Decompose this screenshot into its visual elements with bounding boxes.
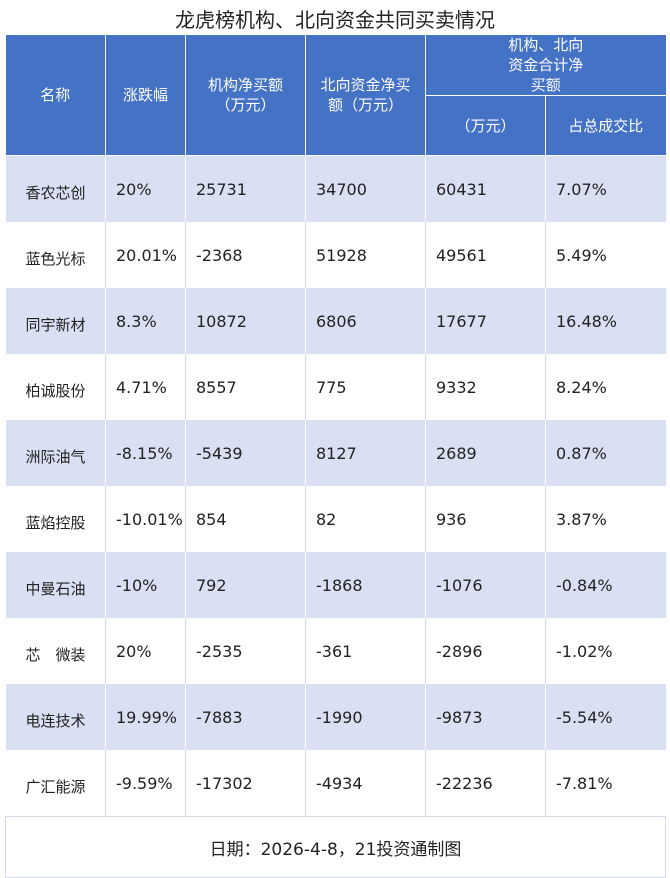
cell-name: 蓝焰控股 bbox=[5, 486, 106, 552]
cell-combined: 17677 bbox=[425, 288, 546, 354]
cell-ratio: 3.87% bbox=[545, 486, 666, 552]
cell-inst-net: 25731 bbox=[185, 155, 306, 222]
cell-name: 蓝色光标 bbox=[5, 222, 106, 288]
cell-change: 20.01% bbox=[105, 222, 186, 288]
cell-inst-net: 854 bbox=[185, 486, 306, 552]
cell-name: 香农芯创 bbox=[5, 155, 106, 222]
cell-inst-net: -5439 bbox=[185, 420, 306, 486]
cell-combined: -9873 bbox=[425, 684, 546, 750]
cell-name: 柏诚股份 bbox=[5, 354, 106, 420]
table-row: 蓝色光标 20.01% -2368 51928 49561 5.49% bbox=[5, 222, 666, 288]
cell-combined: -2896 bbox=[425, 618, 546, 684]
cell-name: 洲际油气 bbox=[5, 420, 106, 486]
cell-name: 芯 微装 bbox=[5, 618, 106, 684]
cell-north-net: -1868 bbox=[305, 552, 426, 618]
cell-change: -10% bbox=[105, 552, 186, 618]
header-combined-group: 机构、北向资金合计净买额 bbox=[425, 35, 666, 96]
cell-change: -9.59% bbox=[105, 750, 186, 817]
table-row: 电连技术 19.99% -7883 -1990 -9873 -5.54% bbox=[5, 684, 666, 750]
cell-inst-net: -2535 bbox=[185, 618, 306, 684]
cell-name: 同宇新材 bbox=[5, 288, 106, 354]
cell-change: 8.3% bbox=[105, 288, 186, 354]
cell-inst-net: 792 bbox=[185, 552, 306, 618]
cell-ratio: 16.48% bbox=[545, 288, 666, 354]
cell-inst-net: 8557 bbox=[185, 354, 306, 420]
cell-change: 19.99% bbox=[105, 684, 186, 750]
table-header: 名称 涨跌幅 机构净买额（万元） 北向资金净买额（万元） 机构、北向资金合计净买… bbox=[5, 35, 666, 156]
cell-north-net: 51928 bbox=[305, 222, 426, 288]
cell-north-net: -361 bbox=[305, 618, 426, 684]
cell-north-net: 34700 bbox=[305, 155, 426, 222]
cell-change: 20% bbox=[105, 155, 186, 222]
cell-ratio: -7.81% bbox=[545, 750, 666, 817]
table-row: 中曼石油 -10% 792 -1868 -1076 -0.84% bbox=[5, 552, 666, 618]
cell-combined: 60431 bbox=[425, 155, 546, 222]
header-north-net: 北向资金净买额（万元） bbox=[305, 35, 426, 156]
cell-north-net: -1990 bbox=[305, 684, 426, 750]
cell-change: -8.15% bbox=[105, 420, 186, 486]
cell-name: 中曼石油 bbox=[5, 552, 106, 618]
cell-combined: -22236 bbox=[425, 750, 546, 817]
table-body: 香农芯创 20% 25731 34700 60431 7.07% 蓝色光标 20.01% -23… bbox=[5, 155, 666, 817]
table-row: 芯 微装 20% -2535 -361 -2896 -1.02% bbox=[5, 618, 666, 684]
cell-name: 广汇能源 bbox=[5, 750, 106, 817]
cell-inst-net: -7883 bbox=[185, 684, 306, 750]
cell-ratio: 8.24% bbox=[545, 354, 666, 420]
data-table: 名称 涨跌幅 机构净买额（万元） 北向资金净买额（万元） 机构、北向资金合计净买… bbox=[4, 35, 667, 878]
header-ratio: 占总成交比 bbox=[545, 95, 666, 156]
cell-north-net: 775 bbox=[305, 354, 426, 420]
cell-north-net: 8127 bbox=[305, 420, 426, 486]
table-title: 龙虎榜机构、北向资金共同买卖情况 bbox=[175, 8, 495, 32]
cell-ratio: -1.02% bbox=[545, 618, 666, 684]
cell-north-net: 6806 bbox=[305, 288, 426, 354]
cell-inst-net: -2368 bbox=[185, 222, 306, 288]
cell-change: -10.01% bbox=[105, 486, 186, 552]
table-row: 香农芯创 20% 25731 34700 60431 7.07% bbox=[5, 155, 666, 222]
header-change: 涨跌幅 bbox=[105, 35, 186, 156]
cell-change: 20% bbox=[105, 618, 186, 684]
cell-combined: 49561 bbox=[425, 222, 546, 288]
cell-combined: 936 bbox=[425, 486, 546, 552]
cell-combined: 2689 bbox=[425, 420, 546, 486]
cell-ratio: 5.49% bbox=[545, 222, 666, 288]
cell-ratio: -5.54% bbox=[545, 684, 666, 750]
table-row: 洲际油气 -8.15% -5439 8127 2689 0.87% bbox=[5, 420, 666, 486]
header-combined-unit: （万元） bbox=[425, 95, 546, 156]
cell-ratio: 0.87% bbox=[545, 420, 666, 486]
header-name: 名称 bbox=[5, 35, 106, 156]
cell-inst-net: -17302 bbox=[185, 750, 306, 817]
cell-north-net: -4934 bbox=[305, 750, 426, 817]
cell-change: 4.71% bbox=[105, 354, 186, 420]
cell-ratio: 7.07% bbox=[545, 155, 666, 222]
table-row: 柏诚股份 4.71% 8557 775 9332 8.24% bbox=[5, 354, 666, 420]
footer-note: 日期：2026-4-8，21投资通制图 bbox=[4, 816, 667, 878]
cell-north-net: 82 bbox=[305, 486, 426, 552]
header-inst-net: 机构净买额（万元） bbox=[185, 35, 306, 156]
cell-ratio: -0.84% bbox=[545, 552, 666, 618]
cell-name: 电连技术 bbox=[5, 684, 106, 750]
table-row: 同宇新材 8.3% 10872 6806 17677 16.48% bbox=[5, 288, 666, 354]
cell-combined: 9332 bbox=[425, 354, 546, 420]
cell-combined: -1076 bbox=[425, 552, 546, 618]
table-row: 广汇能源 -9.59% -17302 -4934 -22236 -7.81% bbox=[5, 750, 666, 817]
cell-inst-net: 10872 bbox=[185, 288, 306, 354]
table-row: 蓝焰控股 -10.01% 854 82 936 3.87% bbox=[5, 486, 666, 552]
